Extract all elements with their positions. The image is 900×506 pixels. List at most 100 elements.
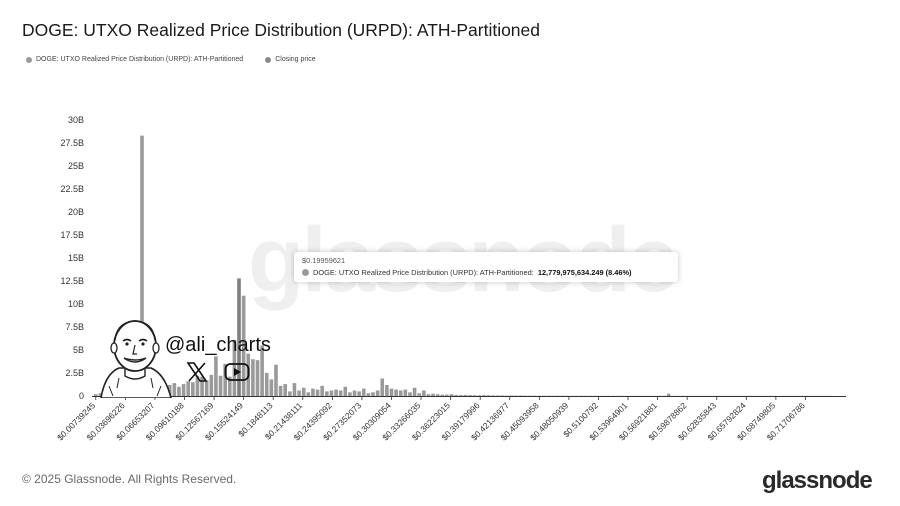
bar[interactable] [491, 395, 495, 396]
bar[interactable] [297, 390, 301, 396]
bar[interactable] [366, 393, 371, 396]
bar[interactable] [486, 395, 491, 396]
bar[interactable] [431, 393, 435, 396]
bar[interactable] [514, 395, 519, 397]
bar[interactable] [177, 386, 181, 396]
bar[interactable] [500, 395, 505, 397]
bar[interactable] [232, 339, 237, 396]
bar[interactable] [172, 383, 177, 396]
bar[interactable] [320, 385, 324, 396]
bar[interactable] [329, 390, 334, 396]
bar[interactable] [495, 395, 500, 397]
bar[interactable] [445, 394, 449, 396]
bar[interactable] [204, 380, 209, 396]
bar[interactable] [94, 394, 98, 396]
bar[interactable] [537, 395, 542, 397]
bar[interactable] [255, 360, 260, 396]
bar[interactable] [472, 395, 477, 396]
bar[interactable] [191, 382, 195, 396]
bar[interactable] [241, 295, 246, 396]
bar[interactable] [209, 374, 214, 396]
bar[interactable] [181, 384, 186, 396]
bar[interactable] [223, 363, 227, 396]
glassnode-logo[interactable]: glassnode [762, 467, 873, 494]
bar[interactable] [237, 278, 241, 396]
bar[interactable] [343, 386, 348, 396]
bar[interactable] [311, 388, 315, 396]
y-axis: 0 2.5B 5B 7.5B 10B 12.5B 15B 17.5B 20B 22.5B 25B 27… [60, 115, 84, 401]
bar[interactable] [274, 364, 278, 396]
bar[interactable] [408, 392, 412, 396]
y-tick-label: 2.5B [65, 368, 84, 378]
bar[interactable] [306, 392, 311, 396]
bar[interactable] [371, 392, 375, 396]
bar[interactable] [463, 394, 468, 396]
bar[interactable] [440, 394, 445, 396]
bar[interactable] [357, 391, 361, 396]
bar[interactable] [260, 345, 264, 396]
legend-dot-icon [26, 56, 32, 63]
bar[interactable] [468, 395, 472, 396]
bar[interactable] [264, 373, 269, 396]
bar[interactable] [509, 395, 514, 397]
bar[interactable] [227, 376, 232, 396]
avatar-caricature [100, 320, 172, 398]
bar[interactable] [186, 381, 190, 396]
bar[interactable] [477, 395, 482, 396]
bar[interactable] [417, 393, 421, 396]
bar[interactable] [426, 394, 431, 396]
bar[interactable] [435, 394, 440, 396]
bar[interactable] [283, 384, 288, 396]
youtube-icon[interactable] [224, 362, 250, 382]
bar[interactable] [412, 387, 417, 396]
bar[interactable] [334, 389, 338, 396]
bar[interactable] [403, 389, 408, 396]
bar[interactable] [348, 392, 352, 396]
bar[interactable] [325, 391, 329, 396]
bar[interactable] [505, 395, 509, 397]
urpd-bar-chart: 0 2.5B 5B 7.5B 10B 12.5B 15B 17.5B 20B 22.5B 25B 27… [55, 115, 846, 443]
bar[interactable] [380, 378, 385, 396]
chart-title: DOGE: UTXO Realized Price Distribution (… [22, 20, 541, 40]
bar[interactable] [458, 395, 463, 396]
bar[interactable] [666, 393, 671, 396]
bar[interactable] [523, 395, 528, 397]
legend-label-closing-price: Closing price [275, 56, 316, 63]
bar[interactable] [167, 384, 172, 396]
bar[interactable] [195, 375, 200, 396]
bar[interactable] [375, 390, 380, 396]
bar[interactable] [454, 394, 458, 396]
bar[interactable] [269, 379, 274, 396]
y-tick-label: 12.5B [60, 276, 84, 286]
bar[interactable] [352, 390, 357, 396]
bar[interactable] [449, 394, 454, 396]
bar[interactable] [398, 390, 403, 396]
bar[interactable] [278, 385, 283, 396]
bar[interactable] [301, 387, 306, 396]
bar[interactable] [528, 395, 532, 397]
legend-item-closing-price[interactable]: Closing price [265, 56, 316, 63]
bar[interactable] [214, 356, 218, 396]
bar[interactable] [218, 375, 223, 396]
bar[interactable] [251, 359, 255, 396]
bar[interactable] [200, 376, 204, 396]
x-axis: $0.00739245$0.03696226$0.06653207$0.0961… [55, 396, 846, 443]
bar[interactable] [532, 395, 537, 397]
x-logo-icon[interactable] [186, 362, 208, 382]
bar[interactable] [338, 390, 343, 396]
bar[interactable] [361, 388, 366, 396]
y-tick-label: 27.5B [60, 138, 84, 148]
legend-item-urpd[interactable]: DOGE: UTXO Realized Price Distribution (… [26, 56, 243, 63]
bar[interactable] [482, 395, 486, 396]
bar[interactable] [288, 391, 292, 396]
bar[interactable] [98, 393, 103, 396]
bar[interactable] [519, 395, 523, 397]
bar[interactable] [140, 135, 144, 396]
bar[interactable] [422, 390, 426, 396]
bar[interactable] [315, 389, 320, 396]
bar[interactable] [394, 389, 398, 396]
bar[interactable] [389, 388, 394, 396]
bar[interactable] [292, 383, 297, 396]
bar[interactable] [385, 384, 389, 396]
tooltip-dot-icon [302, 269, 309, 276]
